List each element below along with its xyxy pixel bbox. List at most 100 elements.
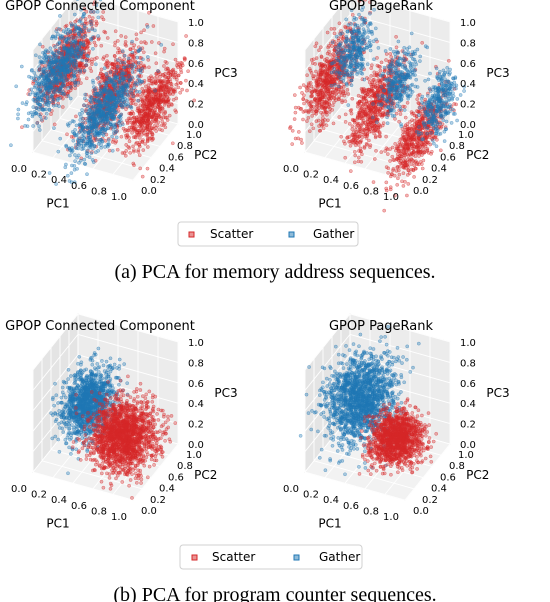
data-point [149, 74, 153, 79]
data-point [363, 109, 368, 114]
data-point [40, 44, 45, 49]
data-point [79, 64, 84, 69]
data-point [101, 57, 106, 61]
data-point [322, 57, 327, 62]
data-point [47, 108, 52, 112]
data-point [310, 93, 314, 98]
data-point [65, 132, 69, 137]
data-point [182, 57, 187, 62]
data-point [323, 109, 328, 114]
z-axis-label: PC3 [214, 66, 237, 80]
data-point [39, 117, 44, 122]
data-point [116, 85, 121, 90]
data-point [132, 43, 137, 48]
data-point [326, 45, 330, 50]
data-point [78, 34, 82, 39]
data-point [378, 124, 383, 129]
data-point [43, 53, 48, 57]
data-point [47, 171, 52, 175]
data-point [165, 118, 170, 122]
data-point [170, 141, 175, 146]
data-point [31, 105, 36, 109]
data-point [68, 57, 73, 62]
data-point [85, 141, 89, 146]
data-point [301, 96, 306, 101]
data-point [121, 87, 126, 92]
data-point [96, 34, 100, 38]
data-point [43, 116, 48, 120]
data-point [142, 40, 147, 44]
data-point [88, 108, 92, 113]
data-point [100, 15, 104, 19]
data-point [69, 171, 74, 175]
data-point [74, 25, 78, 30]
data-point [379, 60, 384, 65]
data-point [319, 110, 323, 115]
data-point [446, 58, 451, 63]
data-point [66, 36, 71, 41]
data-point [307, 81, 311, 86]
data-point [103, 97, 107, 101]
data-point [154, 97, 159, 102]
data-point [91, 46, 95, 51]
data-point [77, 77, 82, 82]
data-point [350, 124, 355, 129]
data-point [133, 59, 138, 64]
data-point [122, 57, 127, 62]
data-point [75, 67, 80, 72]
data-point [37, 107, 41, 112]
data-point [378, 68, 383, 73]
data-point [110, 148, 115, 153]
data-point [63, 72, 68, 76]
data-point [25, 124, 30, 129]
data-point [355, 104, 360, 109]
data-point [90, 124, 94, 129]
data-point [89, 151, 94, 156]
data-point [83, 92, 88, 97]
data-point [307, 102, 312, 106]
data-point [59, 59, 63, 64]
data-point [89, 22, 94, 27]
data-point [178, 65, 183, 69]
data-point [94, 62, 98, 67]
data-point [347, 135, 352, 139]
data-point [131, 161, 136, 166]
data-point [34, 111, 39, 115]
data-point [320, 97, 324, 102]
data-point [158, 75, 162, 79]
data-point [109, 124, 114, 129]
data-point [93, 120, 98, 125]
data-point [180, 61, 184, 66]
data-point [332, 96, 336, 100]
data-point [369, 74, 374, 78]
data-point [350, 133, 355, 138]
data-point [394, 34, 398, 39]
data-point [378, 134, 382, 139]
data-point [372, 157, 377, 161]
data-point [140, 174, 145, 179]
data-point [307, 129, 312, 134]
data-point [369, 89, 374, 93]
data-point [166, 80, 171, 84]
data-point [130, 75, 134, 80]
data-point [288, 126, 292, 130]
data-point [293, 105, 298, 110]
data-point [334, 75, 338, 79]
data-point [131, 144, 135, 149]
data-point [36, 101, 40, 106]
data-point [79, 81, 83, 85]
grid-line [97, 0, 179, 23]
data-point [80, 21, 84, 26]
data-point [180, 87, 185, 92]
data-point [57, 76, 61, 80]
data-point [357, 99, 362, 104]
data-point [365, 92, 370, 97]
data-point [406, 182, 411, 186]
data-point [130, 50, 135, 55]
data-point [64, 144, 69, 149]
data-point [327, 92, 332, 97]
data-point [67, 69, 72, 74]
data-point [96, 76, 101, 80]
data-point [101, 122, 106, 127]
